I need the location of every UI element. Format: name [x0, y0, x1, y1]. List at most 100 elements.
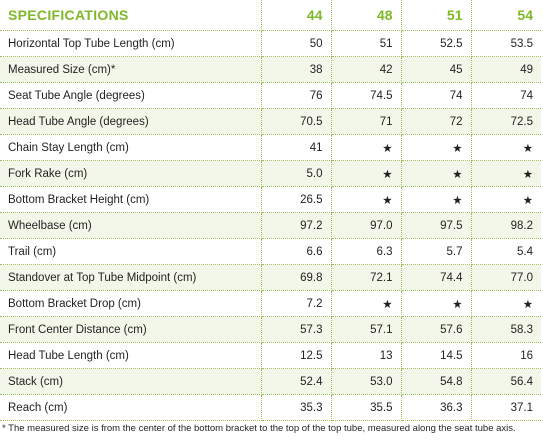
spec-value: 97.5 — [401, 212, 472, 239]
header-row: SPECIFICATIONS 44 48 51 54 — [0, 0, 541, 31]
spec-value: 35.5 — [331, 394, 402, 421]
spec-value: 6.3 — [331, 238, 402, 265]
spec-label: Reach (cm) — [0, 394, 262, 421]
spec-value: 16 — [471, 342, 541, 369]
spec-label: Horizontal Top Tube Length (cm) — [0, 30, 262, 57]
spec-value: 56.4 — [471, 368, 541, 395]
spec-value: 49 — [471, 56, 541, 83]
spec-table: SPECIFICATIONS 44 48 51 54 Horizontal Top Tu… — [0, 0, 541, 421]
spec-value: ★ — [401, 134, 472, 161]
spec-label: Measured Size (cm)* — [0, 56, 262, 83]
spec-row: Head Tube Length (cm) 12.5 13 14.5 16 — [0, 342, 541, 369]
spec-value: 98.2 — [471, 212, 541, 239]
spec-value: 5.7 — [401, 238, 472, 265]
spec-value: 36.3 — [401, 394, 472, 421]
spec-value: ★ — [401, 186, 472, 213]
spec-value: 69.8 — [261, 264, 332, 291]
spec-value: 72.1 — [331, 264, 402, 291]
spec-value: 54.8 — [401, 368, 472, 395]
spec-value: 7.2 — [261, 290, 332, 317]
spec-label: Bottom Bracket Drop (cm) — [0, 290, 262, 317]
spec-label: Trail (cm) — [0, 238, 262, 265]
spec-row: Reach (cm) 35.3 35.5 36.3 37.1 — [0, 394, 541, 421]
spec-value: 74 — [471, 82, 541, 109]
table-body: Horizontal Top Tube Length (cm) 50 51 52.5 5… — [0, 30, 541, 421]
spec-value: ★ — [471, 160, 541, 187]
spec-value: 38 — [261, 56, 332, 83]
spec-row: Horizontal Top Tube Length (cm) 50 51 52.5 5… — [0, 30, 541, 57]
spec-value: 70.5 — [261, 108, 332, 135]
spec-value: ★ — [331, 186, 402, 213]
spec-row: Seat Tube Angle (degrees) 76 74.5 74 74 — [0, 82, 541, 109]
size-header: 48 — [331, 0, 402, 31]
spec-value: ★ — [331, 134, 402, 161]
spec-value: 6.6 — [261, 238, 332, 265]
spec-value: 13 — [331, 342, 402, 369]
spec-value: 57.3 — [261, 316, 332, 343]
spec-value: ★ — [401, 290, 472, 317]
spec-value: 97.2 — [261, 212, 332, 239]
spec-value: 41 — [261, 134, 332, 161]
spec-value: 53.0 — [331, 368, 402, 395]
spec-label: Head Tube Length (cm) — [0, 342, 262, 369]
spec-value: 5.0 — [261, 160, 332, 187]
spec-row: Head Tube Angle (degrees) 70.5 71 72 72.5 — [0, 108, 541, 135]
spec-value: 37.1 — [471, 394, 541, 421]
spec-value: 74.5 — [331, 82, 402, 109]
spec-value: 52.5 — [401, 30, 472, 57]
spec-value: 71 — [331, 108, 402, 135]
spec-value: 76 — [261, 82, 332, 109]
spec-row: Measured Size (cm)* 38 42 45 49 — [0, 56, 541, 83]
spec-row: Fork Rake (cm) 5.0 ★ ★ ★ — [0, 160, 541, 187]
spec-row: Stack (cm) 52.4 53.0 54.8 56.4 — [0, 368, 541, 395]
spec-value: 12.5 — [261, 342, 332, 369]
spec-value: 72 — [401, 108, 472, 135]
spec-value: ★ — [331, 160, 402, 187]
size-header: 44 — [261, 0, 332, 31]
spec-value: 57.1 — [331, 316, 402, 343]
spec-value: 45 — [401, 56, 472, 83]
spec-row: Bottom Bracket Height (cm) 26.5 ★ ★ ★ — [0, 186, 541, 213]
spec-value: ★ — [471, 134, 541, 161]
spec-label: Wheelbase (cm) — [0, 212, 262, 239]
spec-value: 26.5 — [261, 186, 332, 213]
spec-label: Standover at Top Tube Midpoint (cm) — [0, 264, 262, 291]
spec-value: 35.3 — [261, 394, 332, 421]
spec-value: 50 — [261, 30, 332, 57]
spec-row: Trail (cm) 6.6 6.3 5.7 5.4 — [0, 238, 541, 265]
spec-label: Stack (cm) — [0, 368, 262, 395]
spec-value: 53.5 — [471, 30, 541, 57]
table-title: SPECIFICATIONS — [0, 0, 262, 31]
footnote: * The measured size is from the center o… — [2, 423, 516, 434]
spec-value: 57.6 — [401, 316, 472, 343]
spec-value: 74.4 — [401, 264, 472, 291]
spec-value: 51 — [331, 30, 402, 57]
spec-label: Chain Stay Length (cm) — [0, 134, 262, 161]
spec-row: Bottom Bracket Drop (cm) 7.2 ★ ★ ★ — [0, 290, 541, 317]
spec-value: 77.0 — [471, 264, 541, 291]
size-header: 51 — [401, 0, 472, 31]
spec-value: 52.4 — [261, 368, 332, 395]
spec-value: 58.3 — [471, 316, 541, 343]
spec-value: 74 — [401, 82, 472, 109]
size-header: 54 — [471, 0, 541, 31]
spec-value: ★ — [471, 186, 541, 213]
spec-label: Seat Tube Angle (degrees) — [0, 82, 262, 109]
spec-row: Wheelbase (cm) 97.2 97.0 97.5 98.2 — [0, 212, 541, 239]
spec-label: Bottom Bracket Height (cm) — [0, 186, 262, 213]
spec-value: 42 — [331, 56, 402, 83]
spec-label: Fork Rake (cm) — [0, 160, 262, 187]
spec-value: 5.4 — [471, 238, 541, 265]
spec-value: 97.0 — [331, 212, 402, 239]
spec-row: Front Center Distance (cm) 57.3 57.1 57.6 58… — [0, 316, 541, 343]
spec-value: 72.5 — [471, 108, 541, 135]
spec-label: Front Center Distance (cm) — [0, 316, 262, 343]
spec-value: ★ — [401, 160, 472, 187]
spec-label: Head Tube Angle (degrees) — [0, 108, 262, 135]
spec-value: ★ — [331, 290, 402, 317]
spec-row: Standover at Top Tube Midpoint (cm) 69.8 7… — [0, 264, 541, 291]
spec-value: 14.5 — [401, 342, 472, 369]
spec-row: Chain Stay Length (cm) 41 ★ ★ ★ — [0, 134, 541, 161]
spec-value: ★ — [471, 290, 541, 317]
